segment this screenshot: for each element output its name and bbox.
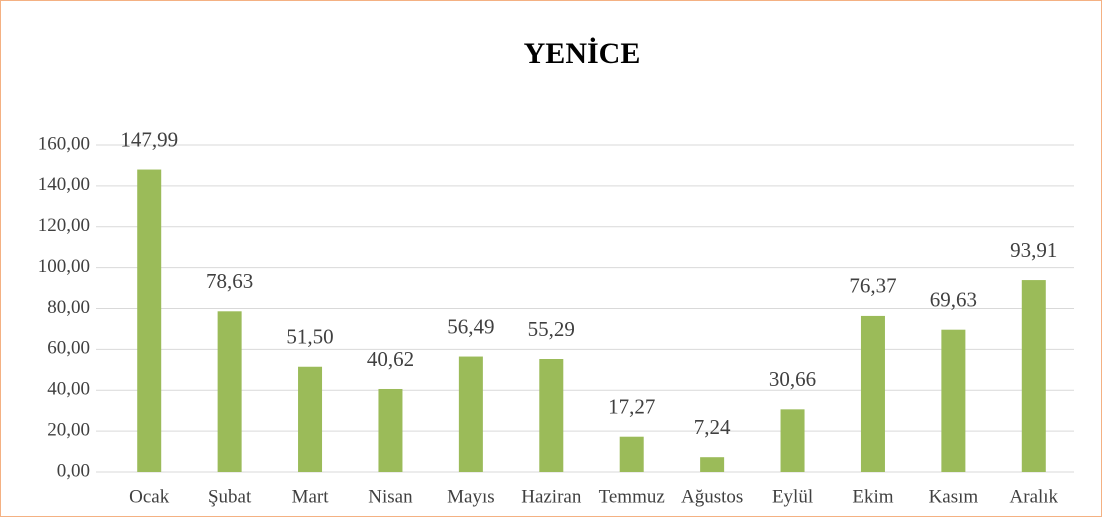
y-tick-label: 100,00: [38, 256, 90, 277]
chart-title: YENİCE: [524, 37, 641, 70]
bar: [217, 311, 242, 472]
data-label: 56,49: [447, 314, 494, 338]
y-tick-label: 120,00: [38, 215, 90, 236]
bar: [298, 366, 323, 472]
x-tick-label: Nisan: [368, 486, 413, 507]
bar: [378, 388, 403, 472]
bar: [1021, 280, 1046, 472]
data-label: 30,66: [769, 367, 816, 391]
x-tick-label: Mayıs: [447, 486, 495, 507]
y-tick-label: 60,00: [47, 338, 90, 359]
y-tick-label: 0,00: [57, 460, 90, 481]
x-tick-label: Ağustos: [681, 486, 743, 507]
data-label: 51,50: [286, 325, 333, 349]
y-tick-label: 20,00: [47, 419, 90, 440]
data-label: 76,37: [849, 274, 896, 298]
bar: [539, 359, 564, 472]
x-tick-label: Mart: [292, 486, 330, 507]
data-label: 147,99: [120, 127, 178, 151]
y-tick-label: 140,00: [38, 174, 90, 195]
y-tick-label: 160,00: [38, 133, 90, 154]
x-tick-label: Temmuz: [599, 486, 665, 507]
bar: [458, 356, 483, 472]
bar: [860, 315, 885, 472]
y-tick-label: 40,00: [47, 379, 90, 400]
data-label: 78,63: [206, 269, 253, 293]
x-tick-label: Eylül: [772, 486, 813, 507]
data-label: 93,91: [1010, 238, 1057, 262]
x-tick-label: Kasım: [929, 486, 979, 507]
data-label: 55,29: [528, 317, 575, 341]
x-tick-label: Ocak: [129, 486, 170, 507]
y-tick-label: 80,00: [47, 297, 90, 318]
bar: [780, 409, 805, 472]
x-tick-label: Aralık: [1010, 486, 1059, 507]
bar: [941, 329, 966, 472]
x-tick-label: Haziran: [521, 486, 582, 507]
bar: [619, 436, 644, 472]
data-label: 17,27: [608, 395, 655, 419]
x-tick-label: Ekim: [852, 486, 893, 507]
data-label: 40,62: [367, 347, 414, 371]
data-label: 69,63: [930, 288, 977, 312]
bar: [700, 457, 725, 472]
bar: [137, 169, 162, 472]
x-tick-label: Şubat: [208, 486, 252, 507]
data-label: 7,24: [694, 415, 731, 439]
